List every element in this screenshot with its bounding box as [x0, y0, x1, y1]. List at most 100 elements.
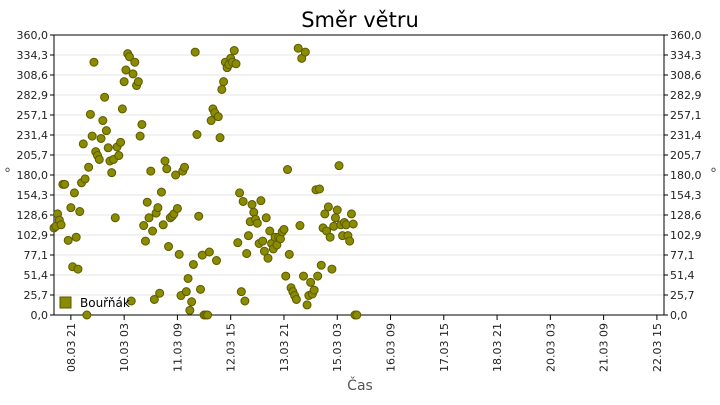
y-tick-label-left: 77,1 — [24, 249, 49, 262]
y-tick-label-right: 334,3 — [670, 49, 702, 62]
data-point — [194, 211, 204, 221]
data-point — [153, 203, 163, 213]
data-point — [137, 119, 147, 129]
data-point — [174, 249, 184, 259]
data-point — [82, 310, 92, 320]
data-point — [302, 300, 312, 310]
data-point — [206, 116, 216, 126]
data-point — [119, 77, 129, 87]
data-point — [69, 188, 79, 198]
data-point — [98, 116, 108, 126]
x-tick-label: 08.03 21 — [65, 323, 78, 372]
x-tick-label: 16.03 09 — [385, 323, 398, 372]
data-point — [160, 156, 170, 166]
data-point — [284, 249, 294, 259]
data-point — [103, 143, 113, 153]
data-point — [295, 221, 305, 231]
data-point — [158, 220, 168, 230]
data-point — [85, 109, 95, 119]
data-point — [135, 131, 145, 141]
y-tick-label-left: 128,6 — [17, 209, 49, 222]
x-tick-label: 22.03 15 — [651, 323, 664, 372]
data-point — [238, 196, 248, 206]
data-point — [332, 205, 342, 215]
data-point — [101, 126, 111, 136]
data-point — [316, 260, 326, 270]
y-tick-label-right: 0,0 — [670, 309, 688, 322]
data-point — [188, 259, 198, 269]
y-tick-label-right: 308,6 — [670, 69, 702, 82]
data-point — [323, 202, 333, 212]
y-tick-label-right: 231,4 — [670, 129, 702, 142]
data-point — [261, 213, 271, 223]
y-tick-label-right: 25,7 — [670, 289, 695, 302]
data-point — [63, 235, 73, 245]
legend-swatch — [59, 296, 72, 309]
y-tick-label-left: 334,3 — [17, 49, 49, 62]
data-point — [84, 162, 94, 172]
y-tick-label-right: 282,9 — [670, 89, 702, 102]
data-point — [258, 236, 268, 246]
x-tick-label: 21.03 09 — [598, 323, 611, 372]
data-point — [149, 294, 159, 304]
data-point — [162, 164, 172, 174]
data-point — [252, 218, 262, 228]
data-point — [139, 221, 149, 231]
data-point — [314, 184, 324, 194]
y-tick-label-right: 360,0 — [670, 29, 702, 42]
y-axis-left: 0,0 25,7 51,4 77,1 102,9 128,6 154,3 180,0 205,7… — [17, 29, 54, 322]
data-point — [192, 130, 202, 140]
data-point — [213, 112, 223, 122]
data-point — [259, 246, 269, 256]
data-point — [156, 187, 166, 197]
legend: Bouřňák — [59, 296, 130, 310]
data-point — [309, 285, 319, 295]
data-point — [247, 200, 257, 210]
y-tick-label-left: 282,9 — [17, 89, 49, 102]
x-tick-label: 17.03 15 — [438, 323, 451, 372]
data-point — [283, 165, 293, 175]
data-point — [203, 310, 213, 320]
y-tick-label-left: 51,4 — [24, 269, 49, 282]
data-point — [130, 57, 140, 67]
data-point — [183, 273, 193, 283]
data-point — [293, 43, 303, 53]
y-axis-title-left: ° — [4, 166, 11, 182]
x-tick-label: 13.03 21 — [278, 323, 291, 372]
data-point — [146, 166, 156, 176]
data-point — [117, 104, 127, 114]
y-tick-label-right: 51,4 — [670, 269, 695, 282]
y-tick-label-left: 257,1 — [17, 109, 49, 122]
data-point — [56, 220, 66, 230]
data-point — [204, 247, 214, 257]
x-tick-label: 12.03 15 — [225, 323, 238, 372]
data-point — [142, 197, 152, 207]
data-point — [121, 65, 131, 75]
data-point — [66, 203, 76, 213]
data-point — [155, 288, 165, 298]
x-axis-title: Čas — [347, 376, 373, 394]
data-point — [211, 256, 221, 266]
y-tick-label-left: 180,0 — [17, 169, 49, 182]
data-point — [263, 253, 273, 263]
data-point — [190, 47, 200, 57]
data-point — [196, 284, 206, 294]
data-point — [242, 249, 252, 259]
data-point — [116, 137, 126, 147]
data-point — [320, 209, 330, 219]
data-point — [279, 224, 289, 234]
x-tick-label: 10.03 03 — [118, 323, 131, 372]
data-point — [348, 219, 358, 229]
data-point — [172, 203, 182, 213]
data-point — [110, 213, 120, 223]
data-point — [181, 287, 191, 297]
data-point — [236, 287, 246, 297]
x-tick-label: 18.03 21 — [491, 323, 504, 372]
y-tick-label-left: 25,7 — [24, 289, 49, 302]
data-point — [313, 271, 323, 281]
data-point — [94, 154, 104, 164]
data-point — [240, 296, 250, 306]
data-points — [49, 43, 362, 320]
